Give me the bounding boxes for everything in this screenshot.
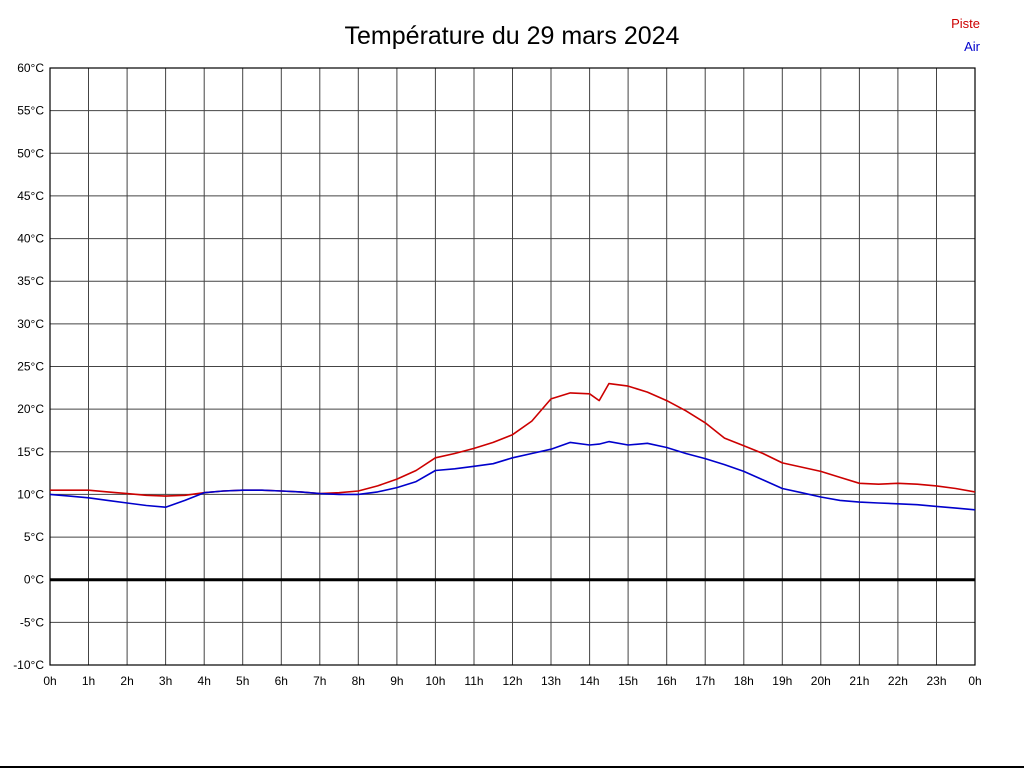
x-tick-label: 2h [120,674,133,688]
bottom-border-line [0,766,1024,768]
x-tick-label: 23h [926,674,946,688]
x-tick-label: 9h [390,674,403,688]
x-tick-label: 20h [811,674,831,688]
y-tick-label: -5°C [20,615,44,629]
series-line-air [49,440,976,511]
x-tick-label: 3h [159,674,172,688]
y-tick-label: 45°C [17,189,44,203]
x-tick-label: 4h [198,674,211,688]
x-tick-label: 12h [502,674,522,688]
y-tick-label: 15°C [17,445,44,459]
chart-title: Température du 29 mars 2024 [344,22,680,50]
y-tick-label: 55°C [17,104,44,118]
x-tick-label: 16h [657,674,677,688]
legend-item-piste: Piste [951,16,980,31]
x-tick-label: 14h [580,674,600,688]
x-tick-label: 8h [352,674,365,688]
y-tick-label: 10°C [17,487,44,501]
y-tick-label: 35°C [17,274,44,288]
x-tick-label: 0h [968,674,981,688]
x-tick-label: 5h [236,674,249,688]
x-tick-label: 11h [464,674,483,688]
y-tick-label: 5°C [24,530,44,544]
x-tick-label: 0h [43,674,56,688]
x-tick-label: 18h [734,674,754,688]
y-tick-label: 40°C [17,232,44,246]
x-tick-label: 7h [313,674,326,688]
x-tick-label: 19h [772,674,792,688]
legend-item-air: Air [964,39,980,55]
y-tick-label: -10°C [13,658,44,672]
plot-border [49,67,976,666]
y-tick-label: 20°C [17,402,44,416]
y-tick-label: 30°C [17,317,44,331]
x-tick-label: 10h [425,674,445,688]
x-tick-label: 17h [695,674,715,688]
x-tick-label: 15h [618,674,638,688]
x-tick-label: 6h [275,674,288,688]
y-tick-label: 60°C [17,61,44,75]
x-tick-label: 21h [849,674,869,688]
y-tick-label: 50°C [17,146,44,160]
chart-legend: Piste Air [951,12,980,59]
y-tick-label: 25°C [17,360,44,374]
x-tick-label: 13h [541,674,561,688]
x-tick-label: 1h [82,674,95,688]
y-tick-label: 0°C [24,573,44,587]
x-tick-label: 22h [888,674,908,688]
